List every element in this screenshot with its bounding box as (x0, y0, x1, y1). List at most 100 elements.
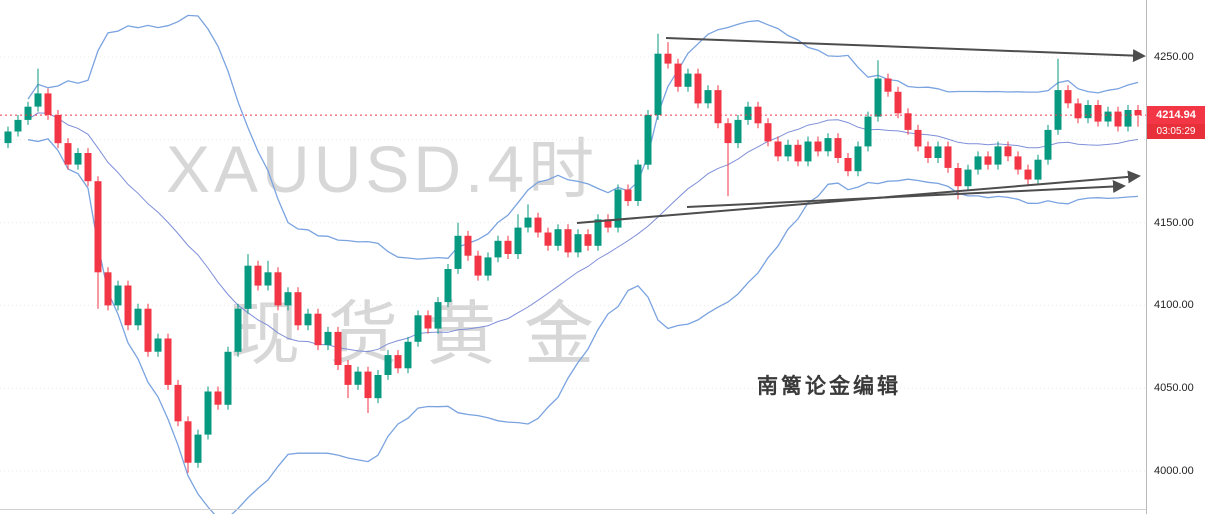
candle-body (834, 138, 842, 158)
candle-body (604, 219, 612, 228)
candle-body (494, 240, 502, 258)
candle-body (264, 272, 272, 286)
candle-body (874, 78, 882, 117)
candle-body (144, 308, 152, 352)
candle-body (524, 217, 532, 228)
candle-body (1064, 90, 1072, 104)
candle-body (314, 313, 322, 346)
candle-body (1044, 129, 1052, 160)
candle-body (594, 219, 602, 246)
candle-body (104, 272, 112, 306)
candle-body (44, 93, 52, 115)
candle-body (994, 146, 1002, 165)
candle-body (724, 123, 732, 144)
axis-tick-label: 4000.00 (1154, 465, 1194, 477)
candle-body (154, 338, 162, 352)
candle-body (204, 391, 212, 435)
candle-body (94, 181, 102, 273)
candle-body (234, 308, 242, 352)
candle-body (1074, 103, 1082, 119)
candle-body (24, 106, 32, 120)
candle-body (934, 146, 942, 158)
axis-tick-label: 4250.00 (1154, 51, 1194, 63)
candle-body (74, 153, 82, 165)
candle-body (274, 272, 282, 306)
candle-body (184, 421, 192, 463)
candle-body (924, 146, 932, 158)
candle-body (764, 123, 772, 142)
candle-body (434, 302, 442, 329)
price-axis[interactable]: 4214.94 03:05:29 4250.00 4150.00 4100.00 40… (1146, 0, 1205, 514)
candle-body (624, 189, 632, 202)
candle-body (244, 265, 252, 309)
bollinger-middle-band (27, 112, 1139, 353)
candle-body (1124, 110, 1132, 127)
candle-body (784, 144, 792, 157)
candle-body (224, 351, 232, 405)
candle-body (1034, 159, 1042, 180)
candle-body (464, 235, 472, 256)
last-price-badge: 4214.94 (1147, 106, 1205, 125)
candle-body (684, 73, 692, 87)
candle-body (34, 93, 42, 107)
axis-tick-label: 4050.00 (1154, 382, 1194, 395)
candle-body (424, 315, 432, 329)
bollinger-upper-band (27, 14, 1139, 260)
candle-body (64, 143, 72, 165)
candle-body (254, 265, 262, 286)
candle-body (174, 384, 182, 422)
candle-body (384, 355, 392, 375)
candle-body (444, 269, 452, 303)
candle-body (844, 158, 852, 172)
candle-body (824, 138, 832, 152)
candle-body (564, 229, 572, 253)
candle-countdown-badge: 03:05:29 (1147, 124, 1205, 140)
candle-body (344, 365, 352, 385)
candle-body (124, 285, 132, 326)
candle-body (374, 375, 382, 399)
last-price-value: 4214.94 (1156, 109, 1196, 122)
candle-body (694, 73, 702, 104)
candle-body (894, 91, 902, 114)
bollinger-lower-band (27, 138, 1139, 514)
candle-body (704, 90, 712, 104)
candle-body (1084, 105, 1092, 119)
candle-body (534, 217, 542, 233)
candle-body (404, 341, 412, 369)
candle-body (864, 116, 872, 147)
candle-body (614, 189, 622, 228)
candle-body (984, 156, 992, 165)
candle-body (164, 338, 172, 385)
candle-body (14, 119, 22, 132)
upper-trendline-arrow (665, 37, 1146, 63)
candle-body (1024, 169, 1032, 180)
candle-body (974, 156, 982, 170)
editor-credit: 南篱论金编辑 (757, 375, 901, 398)
candle-body (454, 235, 462, 269)
candle-body (1004, 146, 1012, 157)
candle-body (1014, 156, 1022, 170)
candle-body (804, 141, 812, 162)
candle-body (744, 106, 752, 120)
candle-body (544, 232, 552, 246)
candle-body (884, 78, 892, 92)
axis-tick-label: 4100.00 (1154, 299, 1194, 312)
candle-body (514, 227, 522, 255)
time-axis-divider (0, 509, 1205, 510)
candle-body (754, 106, 762, 124)
candle-body (84, 153, 92, 182)
countdown-value: 03:05:29 (1156, 126, 1196, 138)
candle-body (4, 131, 12, 144)
candle-body (664, 53, 672, 64)
candle-body (944, 146, 952, 168)
candle-body (364, 371, 372, 399)
candle-body (554, 229, 562, 246)
candle-body (334, 331, 342, 365)
candle-body (54, 115, 62, 144)
candle-body (414, 315, 422, 342)
candle-body (504, 240, 512, 254)
candle-body (1114, 111, 1122, 127)
candle-body (1054, 90, 1062, 130)
